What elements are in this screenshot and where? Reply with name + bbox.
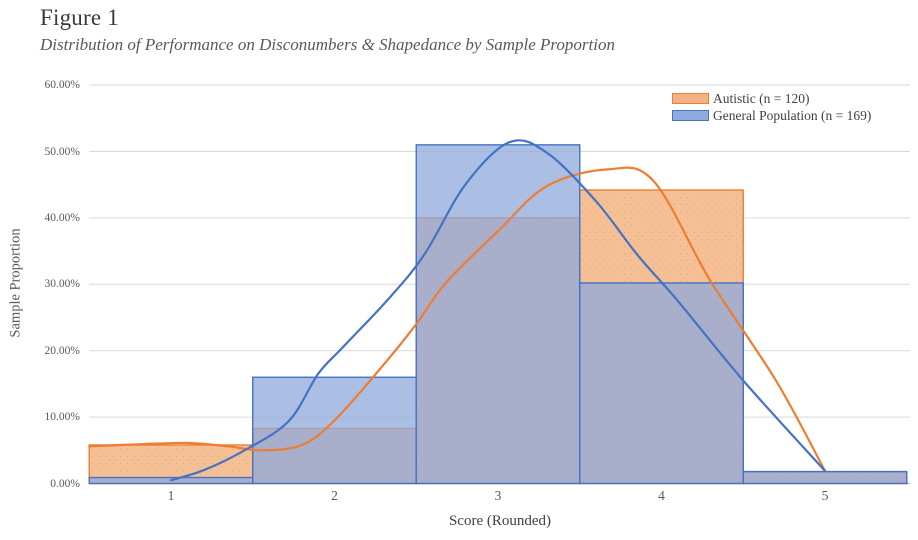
figure-title: Figure 1 <box>40 5 119 30</box>
y-tick-label: 60.00% <box>44 79 80 92</box>
y-tick-label: 20.00% <box>44 344 80 357</box>
legend-label-general-population: General Population (n = 169) <box>713 107 872 123</box>
legend-swatch-general-population <box>672 110 709 121</box>
legend-label-autistic: Autistic (n = 120) <box>713 90 810 106</box>
figure-subtitle: Distribution of Performance on Disconumb… <box>40 35 615 54</box>
bar-general-population-2 <box>252 376 417 485</box>
x-tick-label: 5 <box>821 488 829 503</box>
x-axis-title: Score (Rounded) <box>448 513 552 529</box>
x-tick-label: 3 <box>494 488 502 503</box>
y-tick-label: 40.00% <box>44 211 80 224</box>
x-tick-label: 4 <box>658 488 665 503</box>
chart-legend: Autistic (n = 120) General Population (n… <box>672 90 871 124</box>
y-tick-label: 0.00% <box>50 477 80 490</box>
x-tick-label: 1 <box>167 488 175 503</box>
bar-general-population-3 <box>415 144 581 485</box>
x-tick-label: 2 <box>331 488 338 503</box>
density-curve-autistic <box>88 166 827 472</box>
legend-swatch-autistic <box>672 93 709 104</box>
y-axis-title: Sample Proportion <box>7 228 24 338</box>
bar-general-population-4 <box>579 282 744 485</box>
y-tick-label: 10.00% <box>44 411 80 424</box>
legend-item-autistic: Autistic (n = 120) <box>672 90 871 107</box>
bar-general-population-5 <box>742 470 908 485</box>
density-curve-general-population <box>169 139 827 482</box>
legend-item-general-population: General Population (n = 169) <box>672 107 871 124</box>
y-tick-label: 50.00% <box>44 145 80 158</box>
x-axis-tick-labels: 1 2 3 4 5 <box>0 488 918 506</box>
y-tick-label: 30.00% <box>44 278 80 291</box>
